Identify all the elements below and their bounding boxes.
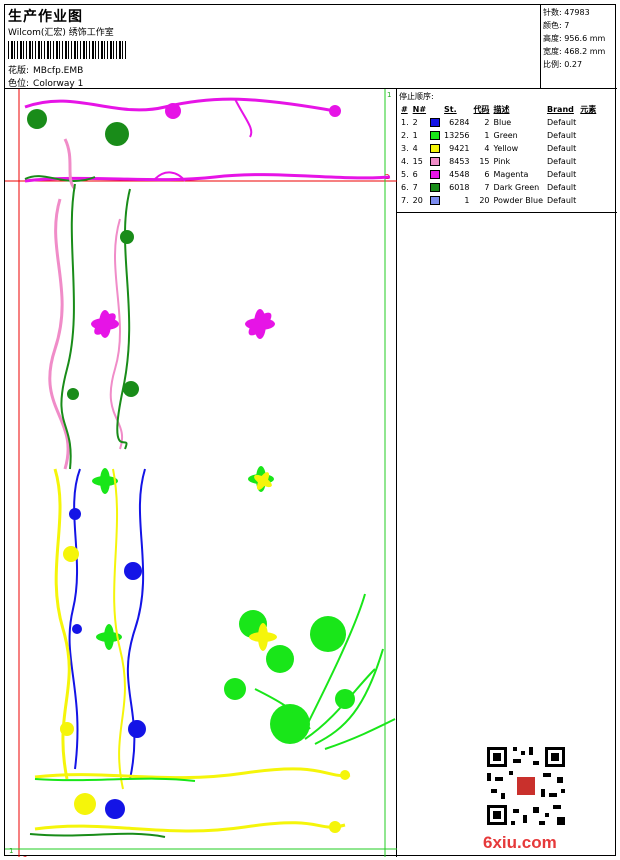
row-code: 6 xyxy=(484,170,490,179)
design-label: 花版: xyxy=(8,66,30,76)
swatch-square xyxy=(430,170,441,179)
swatch-square xyxy=(430,131,441,140)
color-swatch xyxy=(428,181,442,194)
table-row: 2. 1 13256 1 Green Default xyxy=(399,129,598,142)
color-swatch xyxy=(428,116,442,129)
page-title: 生产作业图 xyxy=(8,9,83,25)
row-code: 1 xyxy=(484,131,490,140)
color-swatch xyxy=(428,142,442,155)
row-brand: Default xyxy=(547,118,577,127)
stat-stitches: 针数: 47983 xyxy=(543,8,590,17)
swatch-square xyxy=(430,144,441,153)
row-stitches: 9421 xyxy=(449,144,470,153)
colorway-value: Colorway 1 xyxy=(33,79,84,89)
stop-sequence-title: 停止顺序: xyxy=(399,92,434,101)
swatch-square xyxy=(430,183,441,192)
swatch-square xyxy=(430,196,441,205)
row-element xyxy=(578,129,598,142)
barcode xyxy=(8,41,126,59)
header-info: 生产作业图 Wilcom(汇宏) 绣饰工作室 花版: MBcfp.EMB 色位: C… xyxy=(5,5,541,89)
table-row: 5. 6 4548 6 Magenta Default xyxy=(399,168,598,181)
color-swatch xyxy=(428,168,442,181)
row-element xyxy=(578,168,598,181)
svg-text:2: 2 xyxy=(23,855,27,857)
swatch-square xyxy=(430,118,441,127)
table-header-row: # N# St. 代码 描述 Brand 元素 xyxy=(401,105,597,114)
table-row: 6. 7 6018 7 Dark Green Default xyxy=(399,181,598,194)
row-needle: 7 xyxy=(412,183,418,192)
row-desc: Yellow xyxy=(493,144,519,153)
row-code: 20 xyxy=(479,196,490,205)
row-needle: 2 xyxy=(412,118,418,127)
colorway-label: 色位: xyxy=(8,79,30,89)
row-seq: 2. xyxy=(401,131,409,140)
stats-panel: 针数: 47983 颜色: 7 高度: 956.6 mm 宽度: 468.2 m… xyxy=(541,5,617,89)
table-row: 4. 15 8453 15 Pink Default xyxy=(399,155,598,168)
table-row: 3. 4 9421 4 Yellow Default xyxy=(399,142,598,155)
design-filename: MBcfp.EMB xyxy=(33,66,84,76)
row-stitches: 1 xyxy=(464,196,470,205)
embroidery-preview: 1 2 1 2 xyxy=(5,89,397,857)
production-worksheet: 生产作业图 Wilcom(汇宏) 绣饰工作室 花版: MBcfp.EMB 色位: C… xyxy=(4,4,617,857)
row-brand: Default xyxy=(547,131,577,140)
row-stitches: 4548 xyxy=(449,170,470,179)
row-stitches: 13256 xyxy=(444,131,470,140)
color-table: # N# St. 代码 描述 Brand 元素 1. 2 6284 2 Blue Defa… xyxy=(399,103,598,207)
row-stitches: 6284 xyxy=(449,118,470,127)
stat-colors: 颜色: 7 xyxy=(543,21,570,30)
design-file-row: 花版: MBcfp.EMB xyxy=(8,63,83,76)
row-needle: 1 xyxy=(412,131,418,140)
row-desc: Powder Blue xyxy=(493,196,544,205)
row-stitches: 6018 xyxy=(449,183,470,192)
table-row: 1. 2 6284 2 Blue Default xyxy=(399,116,598,129)
stat-scale: 比例: 0.27 xyxy=(543,60,583,69)
row-brand: Default xyxy=(547,196,577,205)
row-desc: Magenta xyxy=(493,170,529,179)
color-swatch xyxy=(428,155,442,168)
row-code: 7 xyxy=(484,183,490,192)
embroidery-artwork: 1 2 1 2 xyxy=(5,89,397,857)
row-element xyxy=(578,194,598,207)
stat-height: 高度: 956.6 mm xyxy=(543,34,606,43)
row-stitches: 8453 xyxy=(449,157,470,166)
row-code: 2 xyxy=(484,118,490,127)
row-desc: Pink xyxy=(493,157,511,166)
row-element xyxy=(578,155,598,168)
table-row: 7. 20 1 20 Powder Blue Default xyxy=(399,194,598,207)
row-needle: 4 xyxy=(412,144,418,153)
row-brand: Default xyxy=(547,157,577,166)
svg-text:1: 1 xyxy=(9,847,13,855)
seal-stamp xyxy=(515,775,537,797)
row-element xyxy=(578,142,598,155)
row-needle: 15 xyxy=(412,157,423,166)
row-seq: 5. xyxy=(401,170,409,179)
svg-text:1: 1 xyxy=(387,91,391,99)
row-seq: 1. xyxy=(401,118,409,127)
row-brand: Default xyxy=(547,183,577,192)
row-code: 4 xyxy=(484,144,490,153)
swatch-square xyxy=(430,157,441,166)
stat-width: 宽度: 468.2 mm xyxy=(543,47,606,56)
row-desc: Blue xyxy=(493,118,512,127)
row-needle: 6 xyxy=(412,170,418,179)
row-code: 15 xyxy=(479,157,490,166)
stop-sequence-panel: 停止顺序: # N# St. 代码 描述 Brand 元素 1. 2 6284 2 Bl… xyxy=(397,89,617,213)
row-seq: 3. xyxy=(401,144,409,153)
row-seq: 6. xyxy=(401,183,409,192)
row-element xyxy=(578,181,598,194)
watermark: 6xiu.com xyxy=(483,833,557,852)
colorway-row: 色位: Colorway 1 xyxy=(8,76,83,89)
color-swatch xyxy=(428,194,442,207)
color-swatch xyxy=(428,129,442,142)
row-desc: Green xyxy=(493,131,518,140)
row-brand: Default xyxy=(547,144,577,153)
qr-code xyxy=(483,743,569,829)
row-needle: 20 xyxy=(412,196,423,205)
row-brand: Default xyxy=(547,170,577,179)
studio-name: Wilcom(汇宏) 绣饰工作室 xyxy=(8,28,114,38)
row-seq: 4. xyxy=(401,157,409,166)
row-desc: Dark Green xyxy=(493,183,540,192)
row-element xyxy=(578,116,598,129)
row-seq: 7. xyxy=(401,196,409,205)
